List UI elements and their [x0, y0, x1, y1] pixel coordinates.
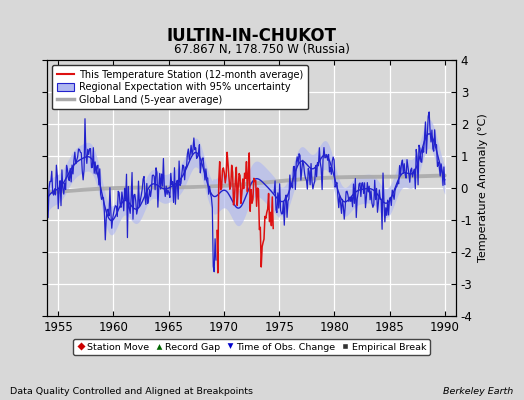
Y-axis label: Temperature Anomaly (°C): Temperature Anomaly (°C)	[478, 114, 488, 262]
Legend: Station Move, Record Gap, Time of Obs. Change, Empirical Break: Station Move, Record Gap, Time of Obs. C…	[73, 339, 430, 355]
Legend: This Temperature Station (12-month average), Regional Expectation with 95% uncer: This Temperature Station (12-month avera…	[52, 65, 308, 110]
Text: Data Quality Controlled and Aligned at Breakpoints: Data Quality Controlled and Aligned at B…	[10, 387, 254, 396]
Text: 67.867 N, 178.750 W (Russia): 67.867 N, 178.750 W (Russia)	[174, 44, 350, 56]
Title: IULTIN-IN-CHUKOT: IULTIN-IN-CHUKOT	[167, 26, 336, 44]
Text: Berkeley Earth: Berkeley Earth	[443, 387, 514, 396]
